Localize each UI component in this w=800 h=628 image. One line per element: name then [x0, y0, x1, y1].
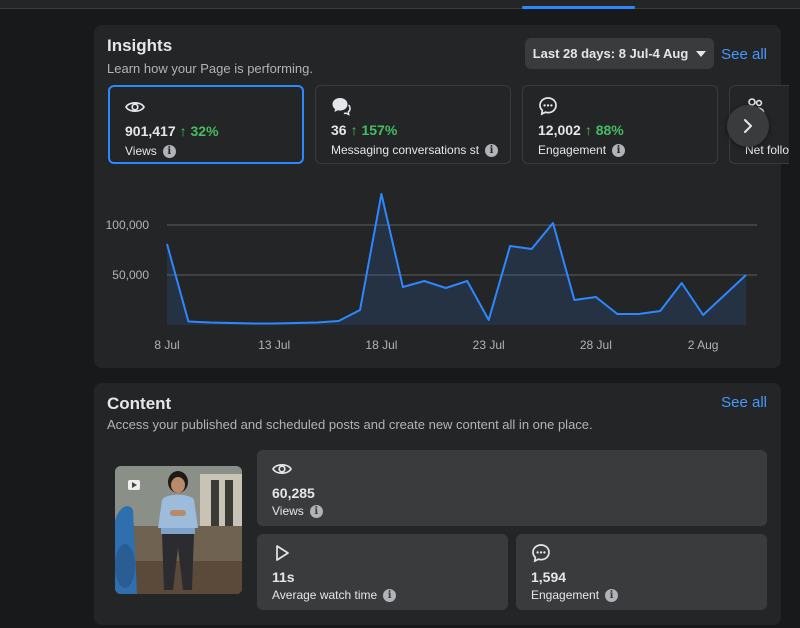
data-point[interactable] — [721, 291, 729, 299]
data-point[interactable] — [742, 271, 750, 279]
play-icon — [276, 545, 289, 561]
data-point[interactable] — [463, 277, 471, 285]
data-point[interactable] — [356, 306, 364, 314]
chat-dots-icon — [532, 544, 550, 563]
data-point[interactable] — [377, 190, 385, 198]
eye-icon — [125, 102, 145, 112]
metric-card-messaging[interactable]: 36↑ 157% Messaging conversations started… — [315, 85, 511, 164]
data-point[interactable] — [270, 320, 278, 328]
metric-label: Views i — [125, 144, 176, 158]
series-area-fill — [167, 194, 746, 325]
data-point[interactable] — [485, 316, 493, 324]
data-point[interactable] — [206, 319, 214, 327]
data-point[interactable] — [163, 240, 171, 248]
data-point[interactable] — [420, 277, 428, 285]
insights-title: Insights — [107, 36, 173, 55]
eye-icon — [272, 464, 292, 474]
data-point[interactable] — [249, 320, 257, 328]
series-line — [166, 193, 747, 325]
x-tick-label: 13 Jul — [258, 338, 290, 352]
data-point[interactable] — [335, 317, 343, 325]
metric-card-engagement[interactable]: 12,002 ↑ 88% Engagement i — [522, 85, 718, 164]
y-tick-label: 50,000 — [112, 268, 149, 282]
post-thumbnail-image — [115, 466, 242, 594]
stat-label: Views i — [272, 504, 323, 518]
x-tick-label: 28 Jul — [580, 338, 612, 352]
data-point[interactable] — [528, 245, 536, 253]
x-tick-label: 23 Jul — [473, 338, 505, 352]
caret-down-icon — [696, 50, 707, 57]
stat-value: 1,594 — [531, 569, 567, 585]
data-point[interactable] — [506, 242, 514, 250]
next-metrics-button[interactable] — [727, 105, 769, 147]
data-point[interactable] — [592, 293, 600, 301]
x-tick-label: 2 Aug — [688, 338, 719, 352]
info-icon[interactable]: i — [309, 504, 323, 518]
info-icon[interactable]: i — [605, 588, 619, 602]
metric-card-views[interactable]: 901,417 ↑ 32% Views i — [108, 85, 304, 164]
stat-label: Engagement i — [531, 588, 619, 602]
content-stat-watch-time: 11s Average watch time i — [257, 534, 508, 610]
data-point[interactable] — [313, 319, 321, 327]
content-stat-engagement: 1,594 Engagement i — [516, 534, 767, 610]
stat-value: 11s — [272, 569, 295, 585]
data-point[interactable] — [227, 319, 235, 327]
stat-value: 60,285 — [272, 485, 315, 501]
data-point[interactable] — [292, 319, 300, 327]
chat-bubbles-icon — [332, 98, 351, 116]
data-point[interactable] — [678, 279, 686, 287]
metric-delta: ↑ 157% — [350, 122, 398, 138]
info-icon[interactable]: i — [485, 143, 498, 157]
metric-label: Net follows — [745, 143, 789, 157]
metric-value: 36 ↑ 157% — [331, 122, 398, 138]
post-thumbnail[interactable] — [115, 466, 242, 594]
x-tick-label: 8 Jul — [154, 338, 179, 352]
info-icon[interactable]: i — [162, 144, 176, 158]
chevron-right-icon — [744, 119, 752, 133]
metric-delta: ↑ 32% — [179, 123, 219, 139]
metric-delta: ↑ 88% — [584, 122, 624, 138]
data-point[interactable] — [613, 310, 621, 318]
date-range-dropdown[interactable]: Last 28 days: 8 Jul-4 Aug — [525, 38, 714, 69]
date-range-label: Last 28 days: 8 Jul-4 Aug — [532, 46, 689, 61]
metric-value: 901,417 ↑ 32% — [125, 123, 219, 139]
insights-see-all-link[interactable]: See all — [721, 46, 767, 63]
data-point[interactable] — [399, 283, 407, 291]
views-line-chart: 100,000 50,000 8 Jul 13 Jul 18 Jul 23 Jul 28 J… — [106, 190, 757, 352]
info-icon[interactable]: i — [383, 588, 397, 602]
chat-dots-icon — [539, 97, 557, 116]
insights-subtitle: Learn how your Page is performing. — [107, 61, 313, 76]
data-point[interactable] — [656, 307, 664, 315]
info-icon[interactable]: i — [612, 143, 626, 157]
content-see-all-link[interactable]: See all — [721, 394, 767, 411]
x-tick-label: 18 Jul — [365, 338, 397, 352]
active-tab-indicator — [522, 6, 635, 9]
content-title: Content — [107, 394, 172, 413]
content-subtitle: Access your published and scheduled post… — [107, 417, 593, 432]
data-point[interactable] — [570, 296, 578, 304]
content-stat-views: 60,285 Views i — [257, 450, 767, 526]
data-point[interactable] — [549, 219, 557, 227]
insights-card: Insights Learn how your Page is performi… — [94, 25, 789, 368]
data-point[interactable] — [184, 318, 192, 326]
stat-label: Average watch time i — [272, 588, 397, 602]
data-point[interactable] — [442, 284, 450, 292]
data-point[interactable] — [699, 311, 707, 319]
metric-label: Engagement i — [538, 143, 626, 157]
y-tick-label: 100,000 — [106, 218, 150, 232]
metric-value: 12,002 ↑ 88% — [538, 122, 624, 138]
top-navigation-bar — [0, 0, 800, 9]
data-point[interactable] — [635, 310, 643, 318]
metric-label: Messaging conversations started i — [331, 143, 498, 157]
content-card: Content Access your published and schedu… — [94, 383, 781, 625]
